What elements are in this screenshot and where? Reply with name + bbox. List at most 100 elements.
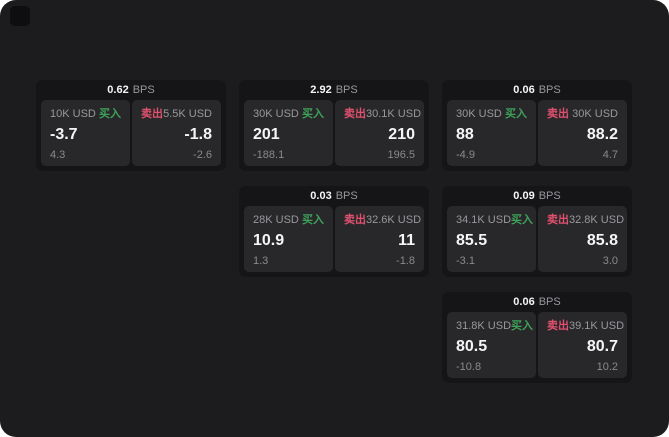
buy-price: 85.5 bbox=[456, 232, 488, 249]
sell-panel[interactable]: 卖出 30.1K USD 210 196.5 bbox=[335, 100, 424, 166]
sell-amount: 30K USD bbox=[572, 108, 618, 120]
quote-card[interactable]: 0.06 BPS 30K USD 买入 88 -4.9 卖出 30K USD 8… bbox=[442, 80, 632, 171]
sell-amount: 39.1K USD bbox=[569, 320, 625, 332]
sell-price: 210 bbox=[388, 126, 415, 143]
sell-change: -2.6 bbox=[193, 149, 212, 161]
bps-unit: BPS bbox=[132, 84, 155, 96]
buy-amount: 34.1K USD bbox=[456, 214, 512, 226]
buy-price: 10.9 bbox=[253, 232, 285, 249]
buy-tag: 买入 bbox=[302, 108, 324, 120]
bps-unit: BPS bbox=[335, 190, 358, 202]
buy-panel-header: 30K USD 买入 bbox=[253, 108, 324, 121]
sell-amount: 32.8K USD bbox=[569, 214, 625, 226]
quote-card[interactable]: 0.03 BPS 28K USD 买入 10.9 1.3 卖出 32.6K US… bbox=[239, 186, 429, 277]
buy-panel[interactable]: 10K USD 买入 -3.7 4.3 bbox=[41, 100, 130, 166]
sell-panel[interactable]: 卖出 32.8K USD 85.8 3.0 bbox=[538, 206, 627, 272]
sell-tag: 卖出 bbox=[547, 108, 569, 120]
quote-card[interactable]: 2.92 BPS 30K USD 买入 201 -188.1 卖出 30.1K … bbox=[239, 80, 429, 171]
quote-panels: 34.1K USD 买入 85.5 -3.1 卖出 32.8K USD 85.8… bbox=[442, 206, 632, 277]
buy-panel-header: 30K USD 买入 bbox=[456, 108, 527, 121]
buy-change: 1.3 bbox=[253, 255, 269, 267]
card-header: 0.06 BPS bbox=[442, 80, 632, 100]
sell-panel[interactable]: 卖出 5.5K USD -1.8 -2.6 bbox=[132, 100, 221, 166]
quote-card[interactable]: 0.62 BPS 10K USD 买入 -3.7 4.3 卖出 5.5K USD… bbox=[36, 80, 226, 171]
quote-panels: 31.8K USD 买入 80.5 -10.8 卖出 39.1K USD 80.… bbox=[442, 312, 632, 383]
bps-value: 0.09 bbox=[513, 190, 535, 202]
buy-price: 80.5 bbox=[456, 338, 488, 355]
buy-tag: 买入 bbox=[511, 320, 534, 332]
buy-change: -10.8 bbox=[456, 361, 482, 373]
sell-change: 10.2 bbox=[596, 361, 618, 373]
buy-panel-header: 28K USD 买入 bbox=[253, 214, 324, 227]
buy-panel-header: 34.1K USD 买入 bbox=[456, 214, 533, 227]
buy-tag: 买入 bbox=[302, 214, 324, 226]
buy-panel[interactable]: 30K USD 买入 201 -188.1 bbox=[244, 100, 333, 166]
card-header: 0.09 BPS bbox=[442, 186, 632, 206]
quote-panels: 30K USD 买入 201 -188.1 卖出 30.1K USD 210 1… bbox=[239, 100, 429, 171]
buy-tag: 买入 bbox=[99, 108, 121, 120]
quote-panels: 28K USD 买入 10.9 1.3 卖出 32.6K USD 11 -1.8 bbox=[239, 206, 429, 277]
bps-value: 0.06 bbox=[513, 296, 535, 308]
card-header: 0.03 BPS bbox=[239, 186, 429, 206]
buy-price: 88 bbox=[456, 126, 474, 143]
sell-change: 196.5 bbox=[387, 149, 415, 161]
buy-amount: 10K USD bbox=[50, 108, 96, 120]
buy-change: -3.1 bbox=[456, 255, 475, 267]
sell-price: 11 bbox=[398, 232, 415, 249]
buy-price: -3.7 bbox=[50, 126, 78, 143]
sell-panel[interactable]: 卖出 39.1K USD 80.7 10.2 bbox=[538, 312, 627, 378]
sell-panel[interactable]: 卖出 32.6K USD 11 -1.8 bbox=[335, 206, 424, 272]
buy-panel[interactable]: 28K USD 买入 10.9 1.3 bbox=[244, 206, 333, 272]
card-header: 0.06 BPS bbox=[442, 292, 632, 312]
sell-panel-header: 卖出 39.1K USD bbox=[547, 320, 624, 333]
quote-panels: 30K USD 买入 88 -4.9 卖出 30K USD 88.2 4.7 bbox=[442, 100, 632, 171]
sell-price: 80.7 bbox=[586, 338, 618, 355]
bps-unit: BPS bbox=[538, 190, 561, 202]
buy-amount: 28K USD bbox=[253, 214, 299, 226]
sell-change: -1.8 bbox=[396, 255, 415, 267]
quote-card[interactable]: 0.09 BPS 34.1K USD 买入 85.5 -3.1 卖出 32.8K… bbox=[442, 186, 632, 277]
sell-panel-header: 卖出 32.6K USD bbox=[344, 214, 421, 227]
window-menu-icon[interactable] bbox=[10, 6, 30, 26]
sell-change: 4.7 bbox=[602, 149, 618, 161]
sell-tag: 卖出 bbox=[344, 214, 366, 226]
quote-card[interactable]: 0.06 BPS 31.8K USD 买入 80.5 -10.8 卖出 39.1… bbox=[442, 292, 632, 383]
bps-unit: BPS bbox=[335, 84, 358, 96]
sell-panel-header: 卖出 30.1K USD bbox=[344, 108, 421, 121]
buy-panel[interactable]: 30K USD 买入 88 -4.9 bbox=[447, 100, 536, 166]
buy-panel[interactable]: 31.8K USD 买入 80.5 -10.8 bbox=[447, 312, 536, 378]
bps-value: 0.62 bbox=[107, 84, 129, 96]
sell-tag: 卖出 bbox=[344, 108, 366, 120]
buy-amount: 31.8K USD bbox=[456, 320, 512, 332]
sell-tag: 卖出 bbox=[547, 320, 569, 332]
sell-amount: 5.5K USD bbox=[163, 108, 212, 120]
buy-tag: 买入 bbox=[511, 214, 534, 226]
bps-value: 2.92 bbox=[310, 84, 332, 96]
bps-value: 0.03 bbox=[310, 190, 332, 202]
buy-amount: 30K USD bbox=[456, 108, 502, 120]
sell-panel[interactable]: 卖出 30K USD 88.2 4.7 bbox=[538, 100, 627, 166]
buy-panel[interactable]: 34.1K USD 买入 85.5 -3.1 bbox=[447, 206, 536, 272]
buy-panel-header: 31.8K USD 买入 bbox=[456, 320, 533, 333]
buy-change: -4.9 bbox=[456, 149, 475, 161]
sell-price: 88.2 bbox=[586, 126, 618, 143]
bps-value: 0.06 bbox=[513, 84, 535, 96]
card-header: 0.62 BPS bbox=[36, 80, 226, 100]
bps-unit: BPS bbox=[538, 296, 561, 308]
sell-tag: 卖出 bbox=[547, 214, 569, 226]
sell-panel-header: 卖出 5.5K USD bbox=[141, 108, 212, 121]
bps-unit: BPS bbox=[538, 84, 561, 96]
buy-amount: 30K USD bbox=[253, 108, 299, 120]
buy-price: 201 bbox=[253, 126, 280, 143]
card-header: 2.92 BPS bbox=[239, 80, 429, 100]
sell-amount: 32.6K USD bbox=[366, 214, 422, 226]
sell-change: 3.0 bbox=[602, 255, 618, 267]
sell-panel-header: 卖出 30K USD bbox=[547, 108, 618, 121]
quote-panels: 10K USD 买入 -3.7 4.3 卖出 5.5K USD -1.8 -2.… bbox=[36, 100, 226, 171]
quotes-grid: 0.62 BPS 10K USD 买入 -3.7 4.3 卖出 5.5K USD… bbox=[36, 80, 632, 383]
buy-tag: 买入 bbox=[505, 108, 527, 120]
buy-change: 4.3 bbox=[50, 149, 66, 161]
sell-tag: 卖出 bbox=[141, 108, 163, 120]
buy-panel-header: 10K USD 买入 bbox=[50, 108, 121, 121]
